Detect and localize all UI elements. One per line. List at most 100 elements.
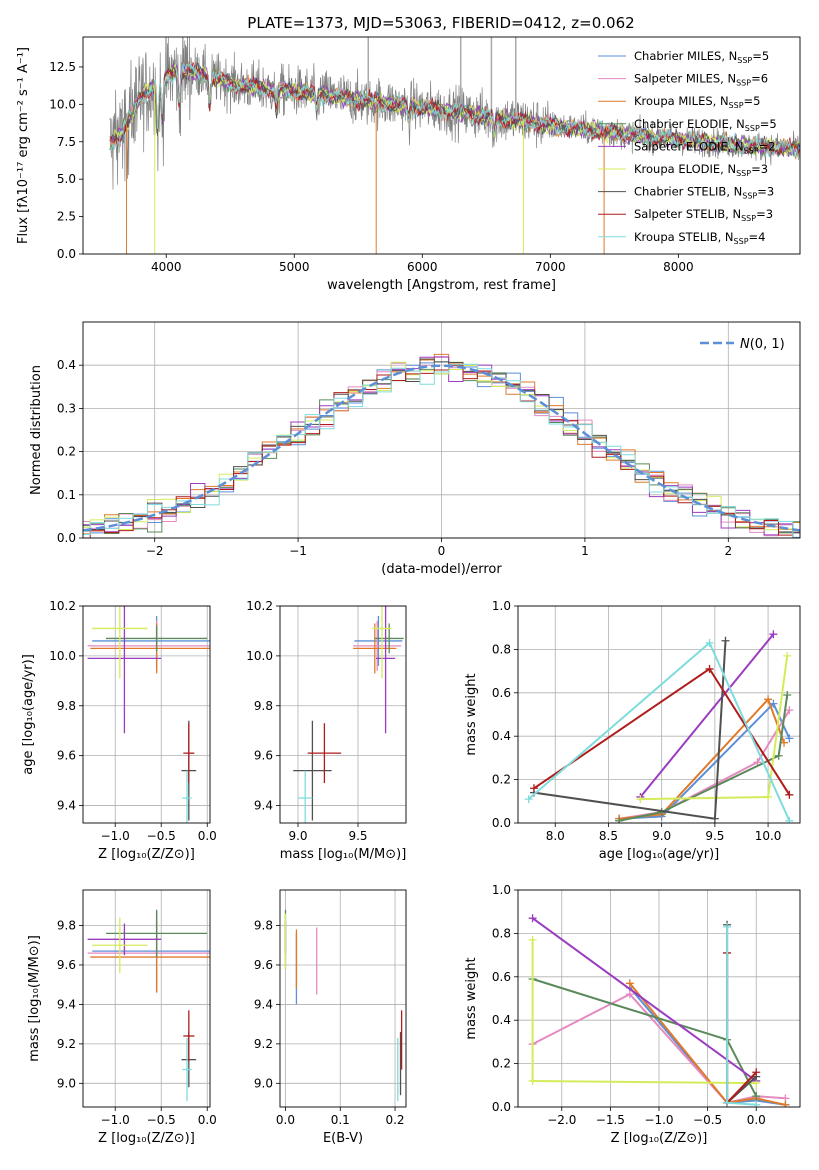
weight_vs_Z-xtick-label: 0.0 (747, 1113, 766, 1127)
mass_vs_Z-plot-area (87, 909, 210, 1102)
weight_vs_age-ytick-label: 0.0 (492, 816, 511, 830)
weight-point-kroupa_elodie (528, 935, 537, 944)
weight-point-kroupa_stelib (785, 816, 794, 823)
legend-label-kroupa_miles: Kroupa MILES, NSSP=5 (634, 94, 760, 110)
spectrum-xlabel: wavelength [Angstrom, rest frame] (327, 278, 556, 293)
weight-line-salpeter_elodie (532, 917, 757, 1082)
weight_vs_Z-panel: −2.0 −1.5 −1.0 −0.5 0.0 0.0 0.2 0.4 0.6 0.8 1.0 Z [… (464, 883, 801, 1146)
residuals-ytick-label: 0.0 (57, 531, 76, 545)
weight-point-salpeter_elodie (528, 914, 537, 923)
normal-legend-label: N(0, 1) (740, 337, 785, 352)
spectrum-ytick-label: 12.5 (49, 60, 76, 74)
weight-point-salpeter_miles (785, 706, 794, 715)
age_vs_mass-ytick-label: 10.0 (246, 649, 273, 663)
spectrum-model-kroupa_elodie (109, 63, 800, 157)
age_vs_Z-ytick-label: 9.4 (57, 799, 76, 813)
age_vs_mass-ytick-label: 9.8 (254, 699, 273, 713)
spectrum-frame (82, 36, 801, 255)
age_vs_Z-panel: −1.0 −0.5 0.0 9.4 9.6 9.8 10.0 10.2 Z [log₁₀(Z/Z… (21, 599, 217, 862)
age_vs_mass-ytick-label: 10.2 (246, 599, 273, 613)
spectrum-model-kroupa_stelib (109, 62, 800, 159)
weight_vs_age-xtick-label: 9.5 (705, 829, 724, 843)
mass_vs_Z-panel: −1.0 −0.5 0.0 9.0 9.2 9.4 9.6 9.8 Z [log₁₀(Z/Z⊙)… (27, 889, 217, 1146)
mass_vs_Z-ytick-label: 9.2 (57, 1037, 76, 1051)
spectrum-model-salpeter_elodie (109, 60, 800, 158)
spectrum-xtick-label: 6000 (407, 260, 438, 274)
age_vs_mass-plot-area (293, 606, 404, 823)
spectrum-model-salpeter_stelib (109, 61, 800, 156)
weight_vs_Z-ytick-label: 1.0 (492, 883, 511, 897)
mass_vs_Z-ylabel: mass [log₁₀(M/M⊙)] (27, 935, 42, 1062)
weight_vs_Z-xtick-label: −1.0 (644, 1113, 673, 1127)
weight_vs_age-ytick-label: 0.4 (492, 729, 511, 743)
mass_vs_Z-ytick-label: 9.0 (57, 1076, 76, 1090)
spectrum-xtick-label: 4000 (151, 260, 182, 274)
weight_vs_Z-ytick-label: 0.6 (492, 970, 511, 984)
weight-point-kroupa_miles (625, 979, 634, 988)
age_vs_mass-xtick-label: 9.5 (348, 829, 367, 843)
weight_vs_age-ytick-label: 0.8 (492, 642, 511, 656)
mass_vs_Z-ytick-label: 9.8 (57, 919, 76, 933)
weight_vs_age-panel: 8.0 8.5 9.0 9.5 10.0 0.0 0.2 0.4 0.6 0.8 1.0 age [l… (464, 599, 801, 862)
mass_vs_Z-xtick-label: −1.0 (101, 1113, 130, 1127)
age_vs_Z-ytick-label: 10.2 (49, 599, 76, 613)
weight-point-chabrier_elodie (774, 751, 783, 760)
legend-label-kroupa_stelib: Kroupa STELIB, NSSP=4 (634, 230, 765, 246)
mass_vs_Z-ytick-label: 9.4 (57, 997, 76, 1011)
weight_vs_Z-xlabel: Z [log₁₀(Z/Z⊙)] (611, 1131, 708, 1146)
age_vs_Z-plot-area (87, 606, 210, 823)
mass_vs_ebv-panel: 0.0 0.1 0.2 9.0 9.2 9.4 9.6 9.8 E(B-V) (254, 889, 407, 1146)
spectrum-ytick-label: 0.0 (57, 247, 76, 261)
age_vs_Z-xtick-label: −1.0 (101, 829, 130, 843)
weight-line-kroupa_miles (629, 982, 786, 1106)
spectrum-panel: 4000 5000 6000 7000 8000 0.0 2.5 5.0 7.5 10.0 12.5… (16, 36, 801, 293)
legend-label-chabrier_miles: Chabrier MILES, NSSP=5 (634, 49, 769, 65)
weight-point-salpeter_elodie (769, 630, 778, 639)
residuals-xtick-label: 1 (581, 544, 589, 558)
weight_vs_Z-xtick-label: −1.5 (596, 1113, 625, 1127)
age_vs_Z-ytick-label: 9.8 (57, 699, 76, 713)
age_vs_mass-panel: 9.0 9.5 9.4 9.6 9.8 10.0 10.2 mass [log₁₀(M/M⊙)… (246, 599, 407, 862)
weight-point-chabrier_stelib (710, 814, 719, 823)
mass_vs_ebv-ytick-label: 9.2 (254, 1037, 273, 1051)
weight-point-kroupa_miles (781, 1100, 790, 1107)
weight-point-chabrier_elodie (783, 690, 792, 699)
weight_vs_age-xtick-label: 8.5 (599, 829, 618, 843)
age_vs_Z-xlabel: Z [log₁₀(Z/Z⊙)] (98, 847, 195, 862)
weight-point-salpeter_stelib (705, 664, 714, 673)
weight_vs_Z-frame (517, 889, 801, 1108)
weight-line-salpeter_elodie (639, 633, 775, 798)
weight_vs_age-xtick-label: 8.0 (546, 829, 565, 843)
age_vs_mass-xlabel: mass [log₁₀(M/M⊙)] (280, 847, 407, 862)
residuals-ytick-label: 0.2 (57, 445, 76, 459)
mass_vs_ebv-xtick-label: 0.2 (385, 1113, 404, 1127)
residuals-xtick-label: −2 (146, 544, 164, 558)
histogram-salpeter_stelib (83, 365, 800, 538)
weight_vs_age-frame (517, 605, 801, 824)
weight-point-kroupa_stelib (723, 1098, 732, 1107)
age_vs_Z-frame (82, 605, 211, 824)
age_vs_Z-ytick-label: 10.0 (49, 649, 76, 663)
age_vs_Z-xtick-label: −0.5 (147, 829, 176, 843)
weight-line-chabrier_miles (619, 701, 791, 820)
weight-point-kroupa_elodie (636, 795, 645, 804)
residuals-frame (82, 321, 801, 539)
weight-point-kroupa_stelib (752, 1100, 761, 1107)
weight-point-chabrier_elodie (615, 816, 624, 823)
weight-line-salpeter_miles (618, 709, 791, 820)
weight-point-kroupa_miles (764, 695, 773, 704)
mass_vs_Z-xlabel: Z [log₁₀(Z/Z⊙)] (98, 1131, 195, 1146)
spectrum-legend: Chabrier MILES, NSSP=5 Salpeter MILES, NS… (598, 49, 777, 246)
weight_vs_Z-ytick-label: 0.0 (492, 1100, 511, 1114)
residuals-ytick-label: 0.1 (57, 488, 76, 502)
weight_vs_age-ytick-label: 0.2 (492, 773, 511, 787)
weight-point-kroupa_elodie (528, 1076, 537, 1085)
weight_vs_Z-plot-area (528, 914, 790, 1107)
legend-label-salpeter_stelib: Salpeter STELIB, NSSP=3 (634, 207, 773, 223)
mass_vs_ebv-frame (279, 889, 407, 1108)
legend-label-chabrier_stelib: Chabrier STELIB, NSSP=3 (634, 185, 774, 201)
weight-point-salpeter_stelib (752, 1068, 761, 1077)
spectrum-ytick-label: 10.0 (49, 97, 76, 111)
weight_vs_age-ytick-label: 0.6 (492, 686, 511, 700)
weight-line-kroupa_stelib (527, 641, 791, 822)
